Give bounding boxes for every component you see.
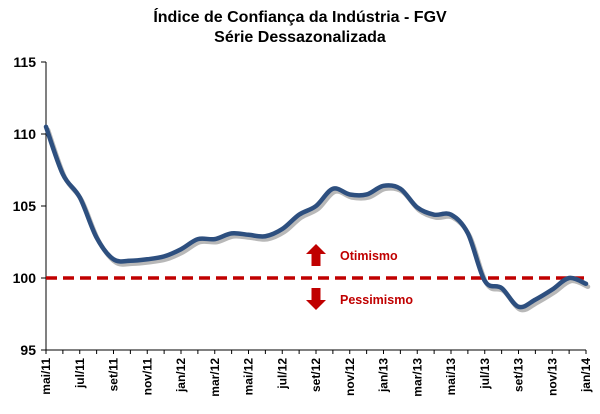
arrow-up-icon bbox=[306, 244, 326, 266]
x-tick-label: mai/11 bbox=[39, 358, 53, 395]
chart-subtitle: Série Dessazonalizada bbox=[214, 29, 386, 46]
x-tick-label: nov/12 bbox=[343, 358, 357, 396]
chart-title: Índice de Confiança da Indústria - FGV bbox=[153, 7, 447, 26]
x-tick-label: jul/13 bbox=[478, 358, 492, 390]
x-tick-label: jul/11 bbox=[73, 358, 87, 389]
x-tick-label: set/12 bbox=[309, 358, 323, 392]
x-tick-label: mai/13 bbox=[444, 358, 458, 396]
annotation-otimismo: Otimismo bbox=[340, 249, 398, 263]
series-group bbox=[43, 124, 591, 313]
x-tick-label: mai/12 bbox=[242, 358, 256, 396]
y-tick-label: 100 bbox=[13, 270, 37, 286]
x-ticks: mai/11 jul/11 set/11 nov/11 jan/12 mar/12 mai/… bbox=[39, 350, 593, 397]
series-line bbox=[43, 124, 589, 310]
x-tick-label: mar/13 bbox=[410, 358, 424, 397]
x-tick-label: nov/13 bbox=[545, 358, 559, 396]
x-tick-label: jan/12 bbox=[174, 358, 188, 393]
annotation-pessimismo: Pessimismo bbox=[340, 293, 413, 307]
y-ticks: 95 100 105 110 115 bbox=[13, 54, 46, 358]
x-tick-label: jan/13 bbox=[377, 358, 391, 393]
x-tick-label: jan/14 bbox=[579, 358, 593, 393]
series-line-shadow bbox=[45, 127, 591, 313]
x-tick-label: set/11 bbox=[107, 358, 121, 392]
y-tick-label: 115 bbox=[13, 54, 36, 70]
x-tick-label: jul/12 bbox=[275, 358, 289, 390]
y-tick-label: 105 bbox=[13, 198, 37, 214]
x-tick-label: nov/11 bbox=[140, 358, 154, 396]
arrow-down-icon bbox=[306, 288, 326, 310]
y-tick-label: 110 bbox=[13, 126, 36, 142]
x-tick-label: set/13 bbox=[512, 358, 526, 392]
y-tick-label: 95 bbox=[20, 342, 36, 358]
x-tick-label: mar/12 bbox=[208, 358, 222, 397]
